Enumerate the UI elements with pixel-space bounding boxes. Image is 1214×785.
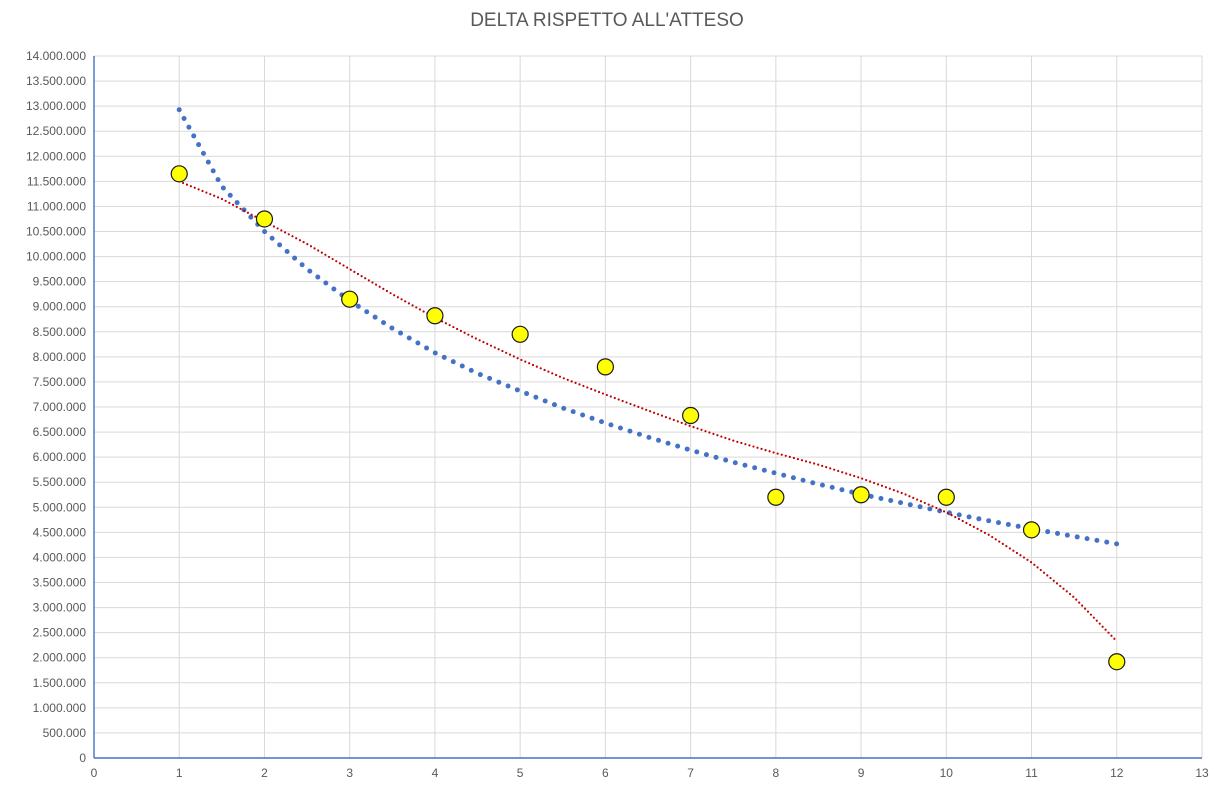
- x-tick-label: 8: [773, 766, 780, 780]
- x-tick-label: 7: [687, 766, 694, 780]
- data-point: [682, 406, 700, 425]
- x-tick-label: 10: [940, 766, 954, 780]
- y-tick-label: 6.500.000: [33, 425, 87, 439]
- y-tick-label: 1.000.000: [33, 701, 87, 715]
- trendline-polynomial: [178, 180, 1118, 643]
- x-tick-label: 11: [1025, 766, 1038, 780]
- y-tick-label: 5.500.000: [33, 475, 87, 489]
- y-tick-label: 10.000.000: [26, 250, 86, 264]
- grid: [94, 55, 1203, 758]
- y-tick-label: 9.500.000: [33, 275, 87, 289]
- trendlines: [176, 107, 1120, 643]
- data-point: [511, 325, 529, 343]
- x-tick-label: 4: [432, 766, 439, 780]
- data-point: [1022, 521, 1041, 539]
- y-tick-label: 7.500.000: [33, 375, 87, 389]
- y-tick-label: 13.000.000: [26, 99, 86, 113]
- y-tick-label: 6.000.000: [33, 450, 87, 464]
- tick-labels: 0 1 2 3 4 5 6 7 8 9 10 11 12 130500.0001.000.0001.500…: [26, 49, 1209, 780]
- trendline-power: [176, 107, 1120, 547]
- y-tick-label: 9.000.000: [33, 300, 87, 314]
- data-point: [596, 358, 614, 376]
- y-tick-label: 4.000.000: [33, 550, 87, 564]
- x-tick-label: 13: [1195, 766, 1209, 780]
- data-point: [426, 307, 444, 325]
- data-points: [170, 165, 1126, 671]
- data-point: [767, 488, 785, 506]
- chart-title: DELTA RISPETTO ALL'ATTESO: [470, 10, 744, 31]
- y-tick-label: 11.000.000: [27, 199, 86, 213]
- y-tick-label: 13.500.000: [26, 74, 86, 88]
- y-tick-label: 3.500.000: [33, 576, 87, 590]
- y-tick-label: 14.000.000: [26, 49, 86, 63]
- y-tick-label: 4.500.000: [33, 525, 87, 539]
- x-tick-label: 2: [261, 766, 268, 780]
- y-tick-label: 8.500.000: [33, 325, 87, 339]
- y-tick-label: 12.500.000: [26, 124, 86, 138]
- axes: [93, 56, 1202, 759]
- data-point: [341, 290, 359, 308]
- x-tick-label: 0: [91, 766, 98, 780]
- data-point: [852, 486, 870, 504]
- y-tick-label: 11.500.000: [27, 174, 86, 188]
- y-tick-label: 0: [79, 751, 86, 765]
- x-tick-label: 12: [1110, 766, 1124, 780]
- data-point: [170, 165, 188, 183]
- y-tick-label: 500.000: [43, 726, 87, 740]
- x-tick-label: 1: [176, 766, 183, 780]
- y-tick-label: 1.500.000: [33, 676, 87, 690]
- data-point: [1108, 653, 1126, 671]
- x-tick-label: 6: [602, 766, 609, 780]
- y-tick-label: 5.000.000: [33, 500, 87, 514]
- y-tick-label: 12.000.000: [26, 149, 86, 163]
- y-tick-label: 8.000.000: [33, 350, 87, 364]
- y-tick-label: 10.500.000: [26, 225, 86, 239]
- x-tick-label: 9: [858, 766, 865, 780]
- y-tick-label: 2.500.000: [33, 626, 87, 640]
- y-tick-label: 2.000.000: [33, 651, 87, 665]
- x-tick-label: 3: [346, 766, 353, 780]
- data-point: [937, 488, 955, 506]
- y-tick-label: 7.000.000: [33, 400, 87, 414]
- data-point: [255, 210, 274, 228]
- y-tick-label: 3.000.000: [33, 601, 87, 615]
- x-tick-label: 5: [517, 766, 524, 780]
